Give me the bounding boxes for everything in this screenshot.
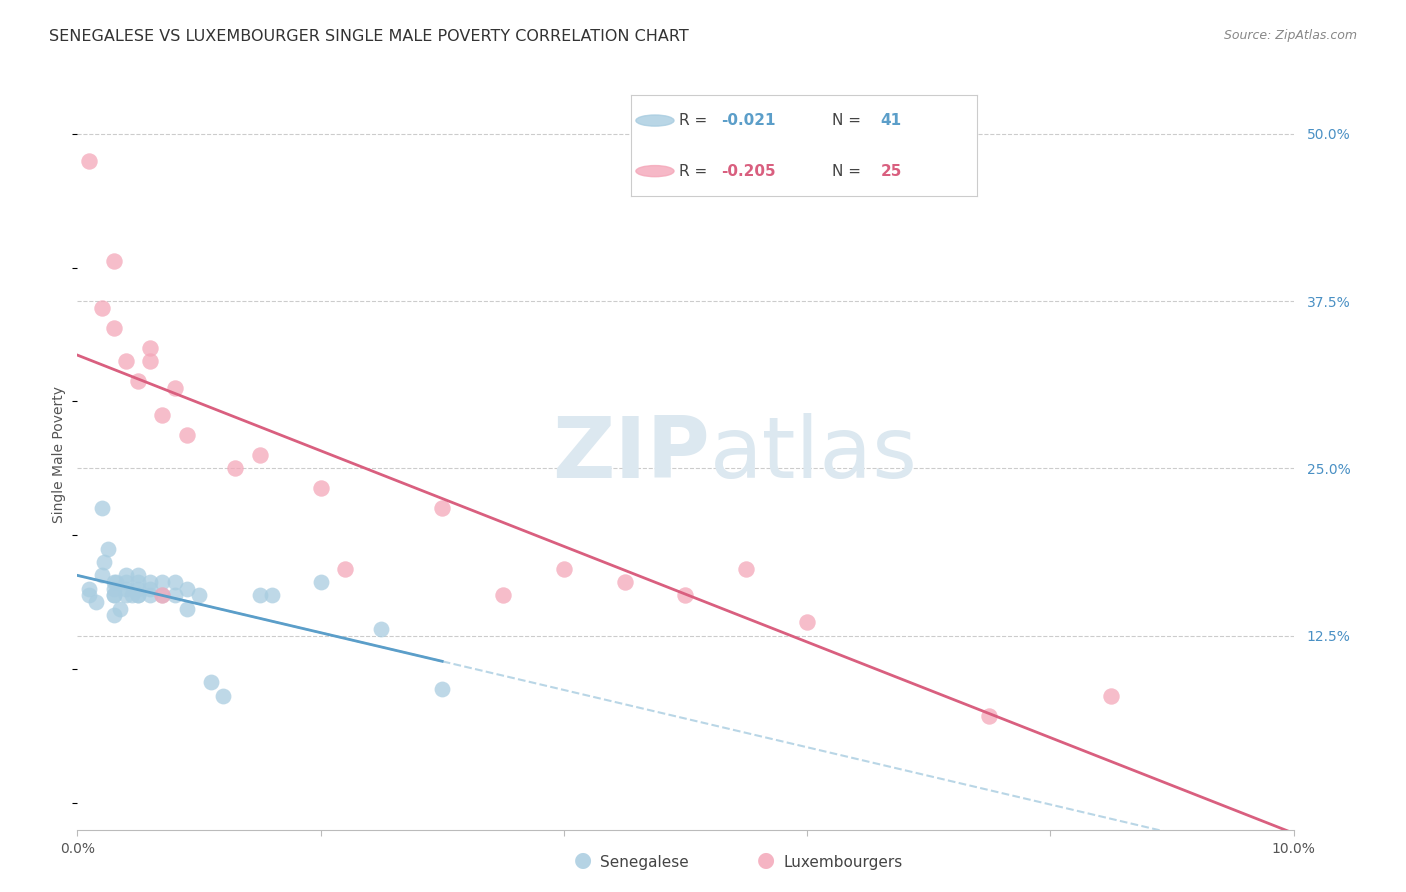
Point — [127, 589, 149, 603]
Point — [152, 408, 174, 422]
Point — [139, 589, 162, 603]
Point — [103, 575, 125, 590]
Point — [103, 254, 125, 268]
Point — [115, 589, 138, 603]
Point — [139, 575, 162, 590]
Text: SENEGALESE VS LUXEMBOURGER SINGLE MALE POVERTY CORRELATION CHART: SENEGALESE VS LUXEMBOURGER SINGLE MALE P… — [49, 29, 689, 44]
Point — [430, 682, 453, 697]
Text: Senegalese: Senegalese — [600, 855, 689, 870]
Text: ZIP: ZIP — [553, 413, 710, 497]
Point — [103, 589, 125, 603]
Point — [103, 608, 125, 623]
Text: atlas: atlas — [710, 413, 918, 497]
Point — [249, 448, 271, 462]
Text: ●: ● — [758, 850, 775, 870]
Point — [79, 589, 101, 603]
Point — [675, 589, 697, 603]
Point — [108, 602, 131, 616]
Point — [309, 482, 332, 496]
Point — [200, 675, 222, 690]
Point — [212, 689, 235, 703]
Point — [97, 541, 120, 556]
Point — [260, 589, 283, 603]
Point — [176, 602, 198, 616]
Point — [103, 321, 125, 335]
Point — [90, 301, 112, 315]
Point — [127, 575, 149, 590]
Point — [979, 708, 1001, 723]
Point — [127, 589, 149, 603]
Point — [333, 562, 356, 576]
Point — [115, 575, 138, 590]
Point — [735, 562, 758, 576]
Point — [370, 622, 392, 636]
Point — [224, 461, 246, 475]
Point — [105, 575, 128, 590]
Point — [152, 575, 174, 590]
Point — [613, 575, 636, 590]
Point — [163, 589, 186, 603]
Point — [139, 582, 162, 596]
Point — [249, 589, 271, 603]
Point — [84, 595, 107, 609]
Point — [93, 555, 115, 569]
Point — [115, 582, 138, 596]
Point — [492, 589, 515, 603]
Point — [163, 381, 186, 395]
Point — [127, 568, 149, 582]
Point — [115, 568, 138, 582]
Point — [796, 615, 818, 630]
Point — [127, 375, 149, 389]
Point — [139, 341, 162, 355]
Point — [90, 568, 112, 582]
Point — [188, 589, 211, 603]
Point — [121, 589, 143, 603]
Point — [103, 589, 125, 603]
Point — [176, 582, 198, 596]
Text: Luxembourgers: Luxembourgers — [783, 855, 903, 870]
Y-axis label: Single Male Poverty: Single Male Poverty — [52, 386, 66, 524]
Point — [309, 575, 332, 590]
Point — [176, 428, 198, 442]
Point — [127, 582, 149, 596]
Point — [103, 582, 125, 596]
Point — [79, 582, 101, 596]
Text: Source: ZipAtlas.com: Source: ZipAtlas.com — [1223, 29, 1357, 42]
Point — [152, 589, 174, 603]
Point — [79, 153, 101, 168]
Point — [152, 589, 174, 603]
Point — [553, 562, 575, 576]
Point — [139, 354, 162, 368]
Point — [115, 354, 138, 368]
Point — [163, 575, 186, 590]
Point — [1099, 689, 1122, 703]
Point — [430, 501, 453, 516]
Point — [90, 501, 112, 516]
Text: ●: ● — [575, 850, 592, 870]
